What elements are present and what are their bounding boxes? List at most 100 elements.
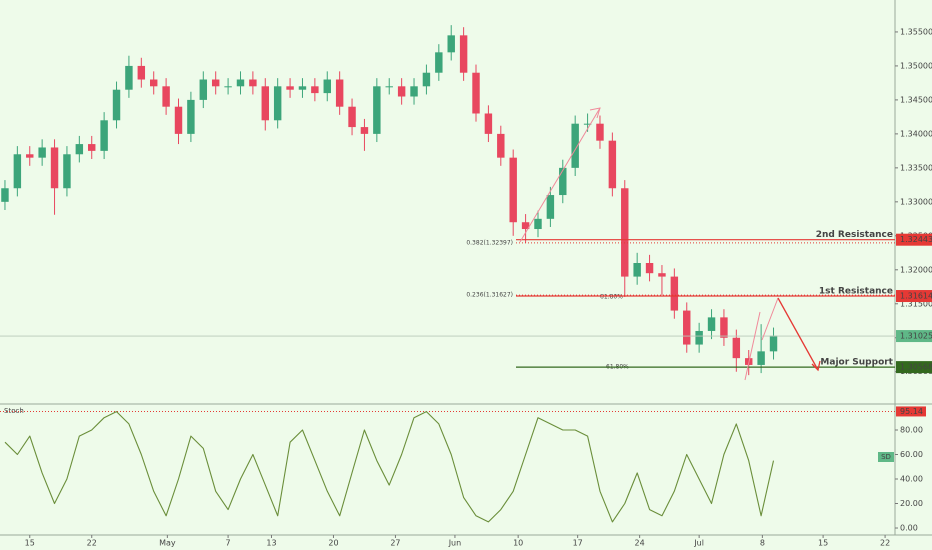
x-tick-label: 7	[226, 539, 231, 548]
candle-body	[559, 167, 567, 196]
candle-body	[298, 86, 307, 90]
candle-body	[608, 140, 617, 189]
candle-body	[211, 79, 220, 87]
candle-body	[13, 154, 22, 189]
x-tick-label: 22	[880, 539, 890, 548]
x-tick-label: 22	[87, 539, 97, 548]
candle-body	[50, 147, 59, 189]
candle-body	[769, 335, 778, 352]
y-tick-label: 40.00	[900, 475, 923, 484]
candle-body	[645, 263, 654, 274]
candle-body	[720, 317, 728, 338]
y-tick-label: 1.35500	[900, 27, 932, 36]
candle-body	[360, 127, 369, 134]
x-tick-label: 27	[390, 539, 400, 548]
trend-arrow	[519, 107, 601, 243]
arrow-head	[811, 360, 821, 372]
candle-body	[583, 123, 592, 125]
candle-body	[571, 123, 579, 168]
candle-body	[472, 72, 480, 114]
badge: SD	[881, 453, 891, 461]
candle-body	[323, 79, 331, 94]
fib-note: 61.80%	[600, 293, 623, 300]
level-name: Major Support	[820, 358, 893, 368]
candle-body	[125, 65, 133, 90]
level-value: 1.31614	[900, 292, 932, 301]
level-box	[896, 233, 932, 246]
candle-body	[695, 330, 703, 345]
fib-label: 0.236(1.31627)	[466, 292, 513, 299]
x-tick-label: 15	[25, 539, 35, 548]
y-tick-label: 1.35000	[900, 61, 932, 70]
trend-arrow	[761, 297, 779, 341]
x-tick-label: Jun	[448, 539, 462, 548]
candle-body	[174, 106, 183, 134]
level-box	[896, 290, 932, 303]
x-tick-label: Jul	[693, 539, 704, 548]
pane-title: Stoch	[4, 407, 24, 415]
x-tick-label: 24	[635, 539, 645, 548]
candle-body	[162, 86, 170, 107]
x-tick-label: May	[159, 539, 176, 548]
candle-body	[261, 86, 269, 121]
level-value: 1.32443	[900, 235, 932, 244]
candle-body	[348, 106, 356, 128]
trend-arrow	[744, 311, 761, 381]
candle-body	[311, 86, 319, 94]
candle-body	[521, 222, 530, 230]
y-tick-label: 1.32000	[900, 265, 932, 274]
marker-box	[896, 406, 926, 417]
candle-body	[26, 154, 34, 158]
candle-body	[75, 144, 84, 155]
candle-body	[236, 79, 245, 87]
level-name: 2nd Resistance	[816, 230, 893, 240]
candle-body	[435, 52, 443, 73]
current-price-box	[896, 330, 932, 343]
x-tick-label: 20	[328, 539, 338, 548]
candle-body	[707, 317, 716, 331]
drawings	[519, 107, 821, 381]
candle-body	[546, 195, 555, 219]
y-tick-label: 1.31500	[900, 299, 932, 308]
candle-body	[683, 310, 691, 345]
candle-body	[249, 79, 257, 87]
arrow-head	[589, 107, 601, 119]
x-tick-label: 15	[818, 539, 828, 548]
level-name: 1st Resistance	[819, 287, 893, 297]
y-tick-label: 0.00	[900, 524, 918, 533]
candle-body	[286, 86, 294, 90]
candle-body	[410, 86, 418, 97]
marker-label: 95.14	[900, 407, 923, 416]
y-tick-label: 20.00	[900, 499, 923, 508]
candle-body	[422, 72, 431, 87]
candle-body	[100, 120, 108, 151]
x-tick-label: 10	[513, 539, 523, 548]
x-tick-label: 13	[266, 539, 276, 548]
candle-body	[199, 79, 208, 100]
projection-arrow	[777, 297, 819, 371]
candle-body	[596, 123, 604, 141]
candle-body	[509, 157, 517, 223]
candle-body	[149, 79, 158, 87]
candle-body	[484, 113, 493, 134]
candle-body	[187, 99, 195, 134]
candle-body	[757, 351, 765, 365]
candle-body	[137, 65, 146, 80]
fib-label: 0.382(1.32397)	[466, 239, 513, 246]
candle-body	[273, 86, 282, 121]
y-tick-label: 60.00	[900, 450, 923, 459]
candle-body	[670, 276, 679, 311]
level-box	[896, 361, 932, 374]
y-tick-label: 1.33000	[900, 197, 932, 206]
candle-body	[621, 188, 629, 277]
candle-body	[38, 147, 46, 158]
y-tick-label: 1.34500	[900, 95, 932, 104]
y-tick-label: 1.33500	[900, 163, 932, 172]
candle-body	[459, 35, 468, 73]
x-tick-label: 8	[760, 539, 765, 548]
candle-body	[63, 154, 71, 189]
candle-body	[112, 89, 121, 121]
candle-body	[373, 86, 381, 134]
